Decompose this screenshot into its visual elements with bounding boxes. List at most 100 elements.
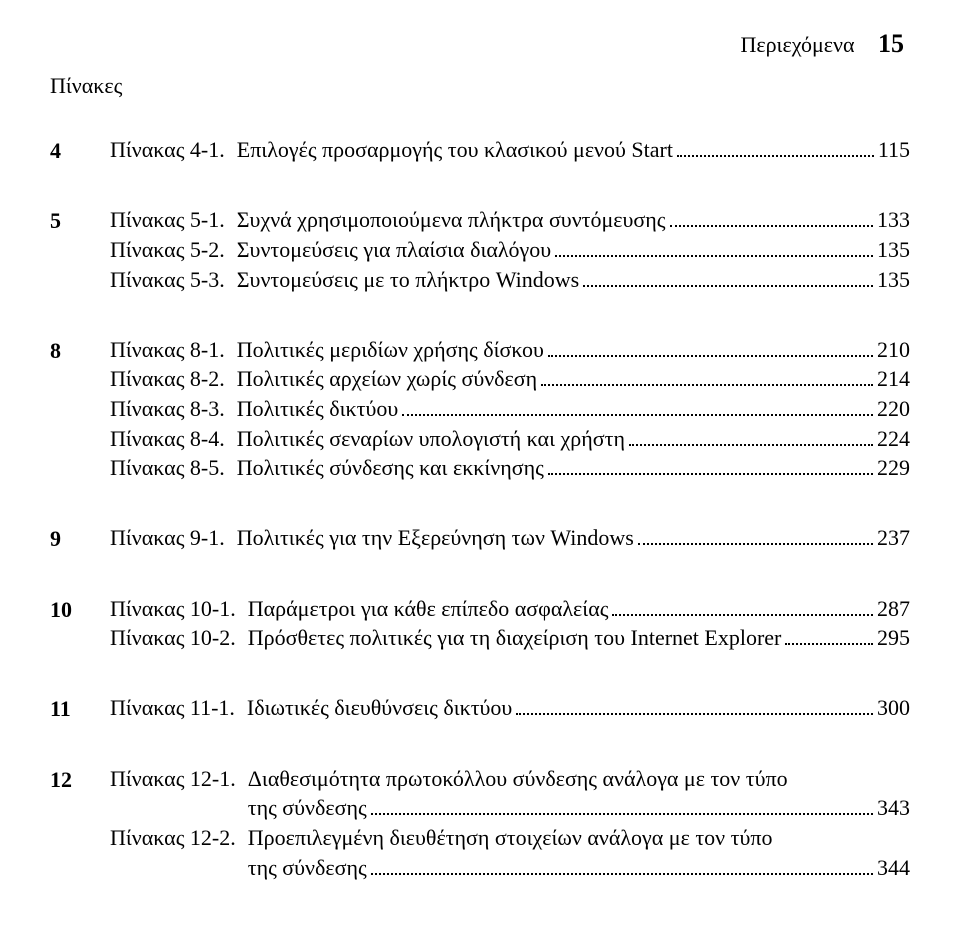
- dot-leader: [670, 206, 874, 228]
- entry-title: Συντομεύσεις με το πλήκτρο Windows: [237, 265, 579, 295]
- dot-leader: [548, 335, 873, 357]
- chapter-entries: Πίνακας 11-1.Ιδιωτικές διευθύνσεις δικτύ…: [110, 693, 910, 723]
- entry-row: Πολιτικές σύνδεσης και εκκίνησης229: [237, 453, 910, 483]
- table-label: Πίνακας 4-1.: [110, 135, 237, 165]
- entry-title-line1: Προεπιλεγμένη διευθέτηση στοιχείων ανάλο…: [248, 823, 910, 853]
- entry-title: Πολιτικές για την Εξερεύνηση των Windows: [237, 523, 634, 553]
- entry-body: Παράμετροι για κάθε επίπεδο ασφαλείας287: [248, 594, 910, 624]
- toc-entry: Πίνακας 8-5.Πολιτικές σύνδεσης και εκκίν…: [110, 453, 910, 483]
- toc-entry: Πίνακας 4-1.Επιλογές προσαρμογής του κλα…: [110, 135, 910, 165]
- dot-leader: [629, 424, 873, 446]
- page-number: 224: [877, 424, 910, 454]
- page-number: 133: [877, 205, 910, 235]
- table-label: Πίνακας 12-2.: [110, 823, 248, 853]
- entry-row: Πρόσθετες πολιτικές για τη διαχείριση το…: [248, 623, 910, 653]
- section-title: Πίνακες: [50, 71, 910, 101]
- dot-leader: [541, 364, 873, 386]
- table-label: Πίνακας 8-5.: [110, 453, 237, 483]
- chapter-block: 12Πίνακας 12-1.Διαθεσιμότητα πρωτοκόλλου…: [50, 764, 910, 883]
- entry-row: Πολιτικές δικτύου220: [237, 394, 910, 424]
- entry-title: Επιλογές προσαρμογής του κλασικού μενού …: [237, 135, 673, 165]
- entry-body: Ιδιωτικές διευθύνσεις δικτύου 300: [247, 693, 910, 723]
- toc-entry: Πίνακας 11-1.Ιδιωτικές διευθύνσεις δικτύ…: [110, 693, 910, 723]
- entry-title: Πολιτικές σεναρίων υπολογιστή και χρήστη: [237, 424, 625, 454]
- toc-entry: Πίνακας 10-1.Παράμετροι για κάθε επίπεδο…: [110, 594, 910, 624]
- entry-row: της σύνδεσης 344: [248, 853, 910, 883]
- chapter-entries: Πίνακας 4-1.Επιλογές προσαρμογής του κλα…: [110, 135, 910, 165]
- entry-body: Προεπιλεγμένη διευθέτηση στοιχείων ανάλο…: [248, 823, 910, 882]
- entry-title-line1: Διαθεσιμότητα πρωτοκόλλου σύνδεσης ανάλο…: [248, 764, 910, 794]
- entry-body: Πολιτικές μεριδίων χρήσης δίσκου210: [237, 335, 910, 365]
- toc-entry: Πίνακας 8-4.Πολιτικές σεναρίων υπολογιστ…: [110, 424, 910, 454]
- entry-body: Συντομεύσεις για πλαίσια διαλόγου 135: [237, 235, 910, 265]
- chapter-number: 11: [50, 693, 110, 724]
- table-label: Πίνακας 12-1.: [110, 764, 248, 794]
- dot-leader: [555, 235, 873, 257]
- entry-row: της σύνδεσης343: [248, 793, 910, 823]
- entry-body: Διαθεσιμότητα πρωτοκόλλου σύνδεσης ανάλο…: [248, 764, 910, 823]
- chapter-number: 5: [50, 205, 110, 236]
- entry-body: Πρόσθετες πολιτικές για τη διαχείριση το…: [248, 623, 910, 653]
- entry-title: Συχνά χρησιμοποιούμενα πλήκτρα συντόμευσ…: [237, 205, 666, 235]
- page-number: 344: [877, 853, 910, 883]
- entry-row: Πολιτικές αρχείων χωρίς σύνδεση214: [237, 364, 910, 394]
- entry-row: Συντομεύσεις με το πλήκτρο Windows135: [237, 265, 910, 295]
- entry-row: Συχνά χρησιμοποιούμενα πλήκτρα συντόμευσ…: [237, 205, 910, 235]
- dot-leader: [371, 794, 873, 816]
- chapter-entries: Πίνακας 12-1.Διαθεσιμότητα πρωτοκόλλου σ…: [110, 764, 910, 883]
- page-number: 343: [877, 793, 910, 823]
- chapter-number: 10: [50, 594, 110, 625]
- table-label: Πίνακας 11-1.: [110, 693, 247, 723]
- dot-leader: [612, 594, 873, 616]
- dot-leader: [402, 394, 873, 416]
- entry-title-line2: της σύνδεσης: [248, 853, 367, 883]
- entry-row: Πολιτικές μεριδίων χρήσης δίσκου210: [237, 335, 910, 365]
- entry-body: Πολιτικές σεναρίων υπολογιστή και χρήστη…: [237, 424, 910, 454]
- entry-row: Ιδιωτικές διευθύνσεις δικτύου 300: [247, 693, 910, 723]
- chapter-number: 8: [50, 335, 110, 366]
- entry-title: Συντομεύσεις για πλαίσια διαλόγου: [237, 235, 551, 265]
- table-label: Πίνακας 10-2.: [110, 623, 248, 653]
- entry-title: Ιδιωτικές διευθύνσεις δικτύου: [247, 693, 512, 723]
- page-number: 237: [877, 523, 910, 553]
- table-label: Πίνακας 8-3.: [110, 394, 237, 424]
- table-label: Πίνακας 9-1.: [110, 523, 237, 553]
- page: Περιεχόμενα 15 Πίνακες 4Πίνακας 4-1.Επιλ…: [0, 0, 960, 946]
- page-number: 214: [877, 364, 910, 394]
- page-number: 115: [878, 135, 910, 165]
- chapter-block: 4Πίνακας 4-1.Επιλογές προσαρμογής του κλ…: [50, 135, 910, 166]
- chapter-block: 5Πίνακας 5-1.Συχνά χρησιμοποιούμενα πλήκ…: [50, 205, 910, 294]
- page-number: 300: [877, 693, 910, 723]
- toc-entry: Πίνακας 12-2.Προεπιλεγμένη διευθέτηση στ…: [110, 823, 910, 882]
- table-label: Πίνακας 8-2.: [110, 364, 237, 394]
- page-number: 229: [877, 453, 910, 483]
- entry-body: Επιλογές προσαρμογής του κλασικού μενού …: [237, 135, 910, 165]
- toc-entry: Πίνακας 8-3.Πολιτικές δικτύου220: [110, 394, 910, 424]
- entry-body: Συχνά χρησιμοποιούμενα πλήκτρα συντόμευσ…: [237, 205, 910, 235]
- entry-row: Επιλογές προσαρμογής του κλασικού μενού …: [237, 135, 910, 165]
- chapter-block: 8Πίνακας 8-1.Πολιτικές μεριδίων χρήσης δ…: [50, 335, 910, 483]
- dot-leader: [371, 853, 873, 875]
- table-label: Πίνακας 5-2.: [110, 235, 237, 265]
- table-label: Πίνακας 10-1.: [110, 594, 248, 624]
- entry-row: Παράμετροι για κάθε επίπεδο ασφαλείας287: [248, 594, 910, 624]
- dot-leader: [583, 265, 873, 287]
- chapter-block: 10Πίνακας 10-1.Παράμετροι για κάθε επίπε…: [50, 594, 910, 653]
- toc-entry: Πίνακας 12-1.Διαθεσιμότητα πρωτοκόλλου σ…: [110, 764, 910, 823]
- entry-title: Παράμετροι για κάθε επίπεδο ασφαλείας: [248, 594, 609, 624]
- header-label: Περιεχόμενα: [740, 32, 854, 57]
- table-label: Πίνακας 8-1.: [110, 335, 237, 365]
- entry-body: Πολιτικές δικτύου220: [237, 394, 910, 424]
- table-label: Πίνακας 5-1.: [110, 205, 237, 235]
- chapter-block: 9Πίνακας 9-1.Πολιτικές για την Εξερεύνησ…: [50, 523, 910, 554]
- chapter-number: 9: [50, 523, 110, 554]
- entry-title: Πρόσθετες πολιτικές για τη διαχείριση το…: [248, 623, 782, 653]
- chapter-entries: Πίνακας 10-1.Παράμετροι για κάθε επίπεδο…: [110, 594, 910, 653]
- page-number: 220: [877, 394, 910, 424]
- page-number: 135: [877, 235, 910, 265]
- entry-row: Πολιτικές σεναρίων υπολογιστή και χρήστη…: [237, 424, 910, 454]
- chapter-number: 12: [50, 764, 110, 795]
- chapter-entries: Πίνακας 9-1.Πολιτικές για την Εξερεύνηση…: [110, 523, 910, 553]
- running-header: Περιεχόμενα 15: [50, 20, 910, 67]
- dot-leader: [677, 135, 874, 157]
